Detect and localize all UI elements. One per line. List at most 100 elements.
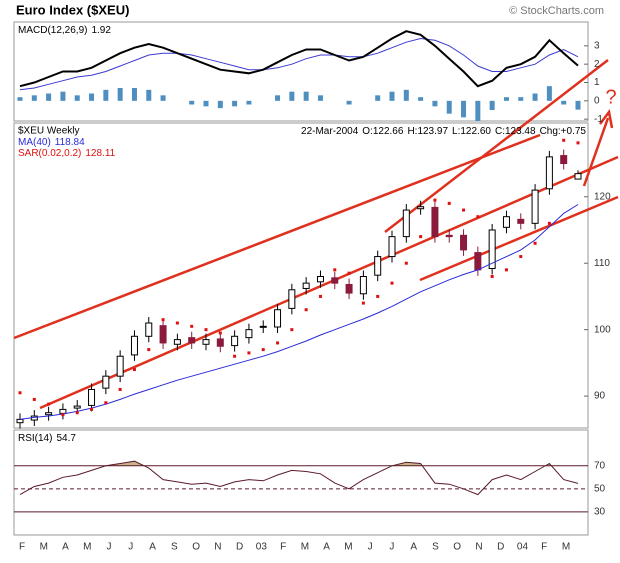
histogram-bar <box>160 95 166 101</box>
sar-dot <box>404 261 408 265</box>
sar-dot <box>161 318 165 322</box>
sar-dot <box>104 401 108 405</box>
histogram-bar <box>275 95 281 101</box>
sar-dot <box>47 402 51 406</box>
candle-body <box>345 283 353 294</box>
histogram-bar <box>74 95 80 101</box>
y-tick-label: 120 <box>594 191 611 202</box>
x-tick-label: J <box>368 542 373 553</box>
sar-dot <box>576 141 580 145</box>
candle-body <box>16 418 24 424</box>
legend-entry: MA(40) 118.84 <box>18 137 85 148</box>
candle-body <box>73 405 81 409</box>
x-tick-label: A <box>149 542 156 553</box>
x-tick-label: N <box>214 542 221 553</box>
macd-line <box>19 37 579 91</box>
y-tick-label: -1 <box>594 114 603 125</box>
sar-dot <box>90 407 94 411</box>
value: 54.7 <box>56 433 76 444</box>
x-tick-label: F <box>280 542 286 553</box>
x-tick-label: J <box>107 542 112 553</box>
sar-dot <box>490 274 494 278</box>
legend-value: 128.11 <box>85 148 115 159</box>
y-tick-label: 90 <box>594 391 606 402</box>
histogram-bar <box>518 97 524 101</box>
sar-dot <box>318 294 322 298</box>
histogram-bar <box>189 100 195 105</box>
ohlc-value: O:122.66 <box>362 126 404 137</box>
x-tick-label: O <box>453 542 461 553</box>
sar-dot <box>361 301 365 305</box>
histogram-bar <box>146 89 152 101</box>
histogram-bar <box>546 86 552 101</box>
sar-dot <box>462 208 466 212</box>
y-tick-label: 0 <box>594 95 600 106</box>
x-tick-label: D <box>497 542 504 553</box>
sar-dot <box>476 215 480 219</box>
candle-body <box>59 408 67 414</box>
sar-dot <box>233 354 237 358</box>
x-tick-label: M <box>40 542 48 553</box>
candle-body <box>417 206 425 210</box>
candle-body <box>517 218 525 224</box>
candle-body <box>130 335 138 356</box>
legend-entry: SAR(0.02,0.2) 128.11 <box>18 148 116 159</box>
annotation: ? <box>605 86 616 108</box>
sar-dot <box>276 341 280 345</box>
moving-average <box>19 204 579 420</box>
legend-value: 118.84 <box>55 137 85 148</box>
x-tick-label: F <box>541 542 547 553</box>
candle-body <box>560 155 568 165</box>
candle-body <box>145 322 153 337</box>
candle-body <box>159 325 167 344</box>
sar-dot <box>447 201 451 205</box>
histogram-bar <box>46 93 52 101</box>
sar-dot <box>290 328 294 332</box>
histogram-bar <box>346 100 352 105</box>
x-tick-label: M <box>301 542 309 553</box>
candle-body <box>116 355 124 377</box>
x-tick-label: J <box>389 542 394 553</box>
histogram-bar <box>60 91 66 101</box>
candle-body <box>231 335 239 347</box>
histogram-bar <box>418 97 424 101</box>
sar-dot <box>190 324 194 328</box>
trend-line <box>13 133 541 340</box>
histogram-bar <box>432 100 438 107</box>
y-tick-label: 30 <box>594 507 606 518</box>
histogram-bar <box>503 97 509 101</box>
candle-body <box>359 275 367 295</box>
legend-name: SAR(0.02,0.2) <box>18 148 81 159</box>
sar-dot <box>347 271 351 275</box>
histogram-bar <box>217 100 223 109</box>
x-tick-label: M <box>83 542 91 553</box>
candle-body <box>302 282 310 289</box>
candle-body <box>245 329 253 339</box>
histogram-bar <box>575 100 581 110</box>
x-tick-label: D <box>236 542 243 553</box>
candle-body <box>460 234 468 251</box>
arrow-head <box>599 108 614 129</box>
histogram-bar <box>131 88 137 101</box>
macd-line <box>19 30 579 88</box>
sar-dot <box>419 235 423 239</box>
y-tick-label: 50 <box>594 483 606 494</box>
sar-dot <box>175 321 179 325</box>
sar-dot <box>261 348 265 352</box>
overbought-fill <box>20 461 578 466</box>
candle-body <box>45 412 53 416</box>
y-tick-label: 3 <box>594 40 600 51</box>
candle-body <box>431 206 439 238</box>
x-tick-label: M <box>562 542 570 553</box>
sar-dot <box>304 308 308 312</box>
histogram-bar <box>303 91 309 101</box>
panel-label: MACD(12,26,9) 1.92 <box>18 25 111 36</box>
x-tick-label: N <box>475 542 482 553</box>
histogram-bar <box>117 88 123 101</box>
candle-body <box>331 277 339 284</box>
x-tick-label: F <box>19 542 25 553</box>
x-tick-label: 03 <box>256 542 268 553</box>
sar-dot <box>547 221 551 225</box>
sar-dot <box>519 255 523 259</box>
x-tick-label: A <box>323 542 330 553</box>
